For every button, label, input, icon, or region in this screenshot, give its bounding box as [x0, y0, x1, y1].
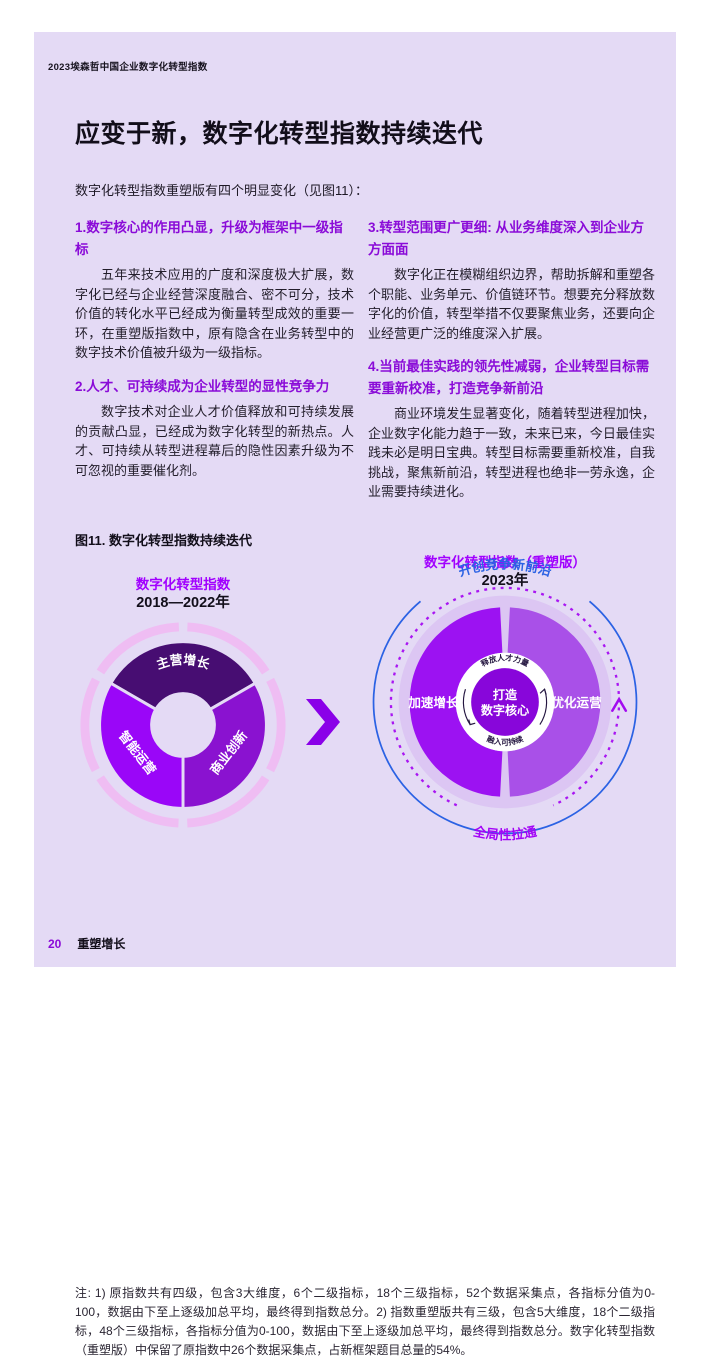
two-column-body: 1.数字核心的作用凸显，升级为框架中一级指标 五年来技术应用的广度和深度极大扩展… — [75, 217, 655, 515]
segment-intelligent-operation — [98, 681, 185, 810]
label-talent-power: 释放人才力量 — [479, 652, 531, 668]
right-column: 3.转型范围更广更细: 从业务维度深入到企业方方面面 数字化正在模糊组织边界，帮… — [368, 217, 655, 515]
left-column: 1.数字核心的作用凸显，升级为框架中一级指标 五年来技术应用的广度和深度极大扩展… — [75, 217, 354, 515]
section-1-body: 五年来技术应用的广度和深度极大扩展，数字化已经与企业经营深度融合、密不可分，技术… — [75, 267, 354, 360]
page-number: 20 — [48, 937, 62, 951]
dashed-circle — [389, 586, 621, 807]
segment-business-innovation — [181, 681, 268, 810]
section-4-body: 商业环境发生显著变化，随着转型进程加快，企业数字化能力趋于一致，未来已来，今日最… — [368, 406, 655, 499]
section-1-heading: 1.数字核心的作用凸显，升级为框架中一级指标 — [75, 220, 343, 257]
label-new-frontier: 开创竞争新前沿 — [457, 557, 554, 579]
page-footer: 20 重塑增长 — [48, 935, 125, 952]
section-2-heading: 2.人才、可持续成为企业转型的显性竞争力 — [75, 378, 330, 394]
cycle-arrow-left-icon — [462, 688, 471, 725]
figure-11: 图11. 数字化转型指数持续迭代 数字化转型指数 2018—2022年 — [75, 530, 655, 1357]
donut-2023: 开创竞争新前沿 全局性拉通 加速增长 优化运营 — [372, 557, 638, 843]
label-accelerate-growth: 加速增长 — [407, 695, 459, 710]
blue-outer-arc — [372, 600, 638, 835]
label-optimize-operation: 优化运营 — [551, 695, 602, 710]
section-2-body: 数字技术对企业人才价值释放和可持续发展的贡献凸显，已经成为数字化转型的新热点。人… — [75, 404, 354, 478]
label-holistic-alignment: 全局性拉通 — [471, 824, 538, 843]
section-3-heading: 3.转型范围更广更细: 从业务维度深入到企业方方面面 — [368, 220, 645, 257]
segment-main-growth — [108, 640, 258, 712]
section-1: 1.数字核心的作用凸显，升级为框架中一级指标 五年来技术应用的广度和深度极大扩展… — [75, 217, 354, 363]
chevron-right-icon — [306, 699, 340, 745]
chart-new-title: 数字化转型指数（重塑版） — [424, 555, 586, 570]
charts-row: 数字化转型指数 2018—2022年 主营增长 智能运营 — [75, 553, 655, 852]
content-area: 应变于新，数字化转型指数持续迭代 数字化转型指数重塑版有四个明显变化（见图11）… — [75, 118, 655, 1357]
cycle-arrowhead-right-icon — [539, 688, 547, 695]
figure-caption: 图11. 数字化转型指数持续迭代 — [75, 533, 252, 548]
cycle-arrowhead-left-icon — [468, 719, 476, 726]
outer-pink-ring — [80, 622, 286, 828]
chart-old-title: 数字化转型指数 — [135, 577, 231, 592]
running-header: 2023埃森哲中国企业数字化转型指数 — [48, 62, 208, 73]
chart-new-subtitle: 2023年 — [481, 573, 529, 589]
page-title: 应变于新，数字化转型指数持续迭代 — [75, 120, 484, 148]
core-label-line2: 数字核心 — [481, 703, 529, 718]
core-circle — [471, 668, 539, 736]
core-label-line1: 打造 — [493, 687, 518, 702]
page-background: 2023埃森哲中国企业数字化转型指数 应变于新，数字化转型指数持续迭代 数字化转… — [34, 32, 676, 1357]
transition-chevron — [306, 699, 340, 750]
chart-old-subtitle: 2018—2022年 — [136, 595, 230, 611]
footer-section-label: 重塑增长 — [77, 937, 126, 951]
chart-old-index: 数字化转型指数 2018—2022年 主营增长 智能运营 — [75, 553, 291, 836]
donut-2018-2022: 主营增长 智能运营 商业创新 — [80, 622, 286, 828]
section-4-heading: 4.当前最佳实践的领先性减弱，企业转型目标需要重新校准，打造竞争新前沿 — [368, 359, 650, 396]
section-2: 2.人才、可持续成为企业转型的显性竞争力 数字技术对企业人才价值释放和可持续发展… — [75, 376, 354, 481]
section-4: 4.当前最佳实践的领先性减弱，企业转型目标需要重新校准，打造竞争新前沿 商业环境… — [368, 356, 655, 502]
intro-text: 数字化转型指数重塑版有四个明显变化（见图11）： — [75, 183, 368, 198]
section-3-body: 数字化正在模糊组织边界，帮助拆解和重塑各个职能、业务单元、价值链环节。想要充分释… — [368, 267, 655, 341]
flow-arrow-icon — [611, 696, 628, 712]
chart-new-index: 数字化转型指数（重塑版） 2023年 开创竞争新前沿 — [355, 553, 655, 852]
figure-note: 注: 1) 原指数共有四级，包含3大维度，6个二级指标，18个三级指标，52个数… — [75, 1286, 655, 1357]
section-3: 3.转型范围更广更细: 从业务维度深入到企业方方面面 数字化正在模糊组织边界，帮… — [368, 217, 655, 343]
